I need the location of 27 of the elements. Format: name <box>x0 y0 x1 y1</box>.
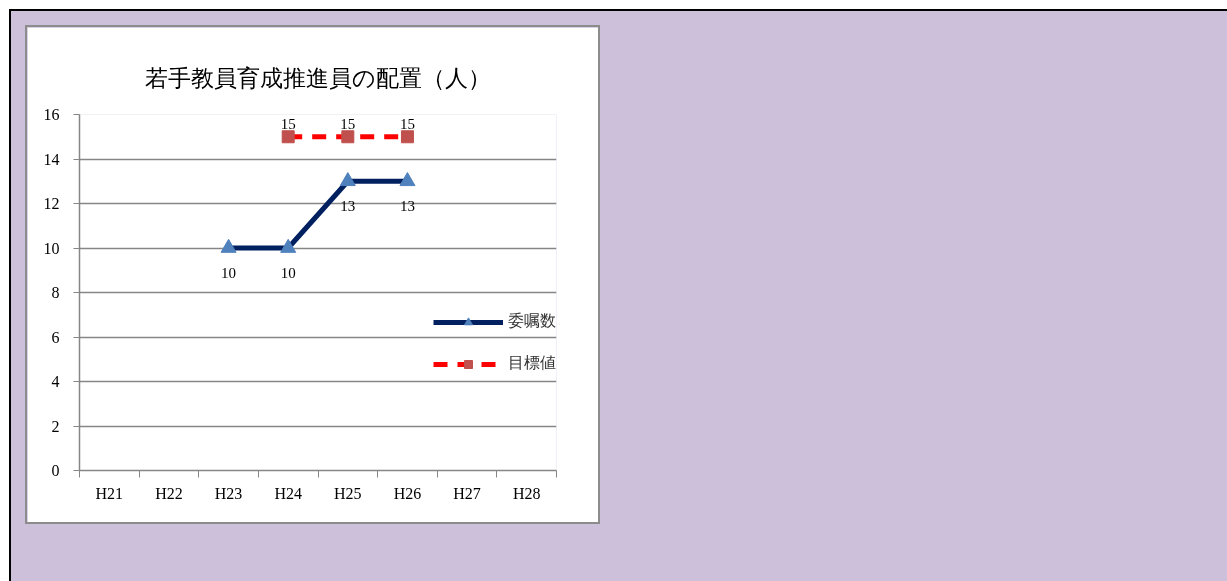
legend-label: 目標値 <box>508 353 556 373</box>
x-tick-label: H22 <box>155 484 183 502</box>
data-label: 13 <box>340 198 356 215</box>
x-tick-label: H24 <box>274 484 302 502</box>
legend-label: 委嘱数 <box>508 311 556 331</box>
data-label: 15 <box>280 115 296 132</box>
y-tick-label: 4 <box>51 373 60 390</box>
data-label: 15 <box>340 115 356 132</box>
x-tick-label: H25 <box>334 484 362 502</box>
x-tick-label: H27 <box>453 484 481 502</box>
x-tick-label: H23 <box>214 484 243 502</box>
data-label: 15 <box>399 115 415 132</box>
y-tick-label: 10 <box>43 239 60 257</box>
y-tick-label: 14 <box>43 150 60 168</box>
data-label: 13 <box>399 198 415 215</box>
y-tick-label: 8 <box>51 284 60 301</box>
chart-title: 若手教員育成推進員の配置（人） <box>145 65 491 91</box>
data-label: 10 <box>280 265 296 281</box>
y-tick-label: 6 <box>51 328 60 346</box>
data-label: 10 <box>221 265 237 281</box>
x-tick-label: H21 <box>95 484 124 502</box>
x-tick-label: H26 <box>393 484 422 502</box>
y-tick-label: 16 <box>43 106 60 123</box>
x-tick-label: H28 <box>512 484 541 502</box>
y-tick-label: 2 <box>51 417 60 435</box>
y-tick-label: 12 <box>43 195 60 212</box>
y-tick-label: 0 <box>51 462 60 479</box>
